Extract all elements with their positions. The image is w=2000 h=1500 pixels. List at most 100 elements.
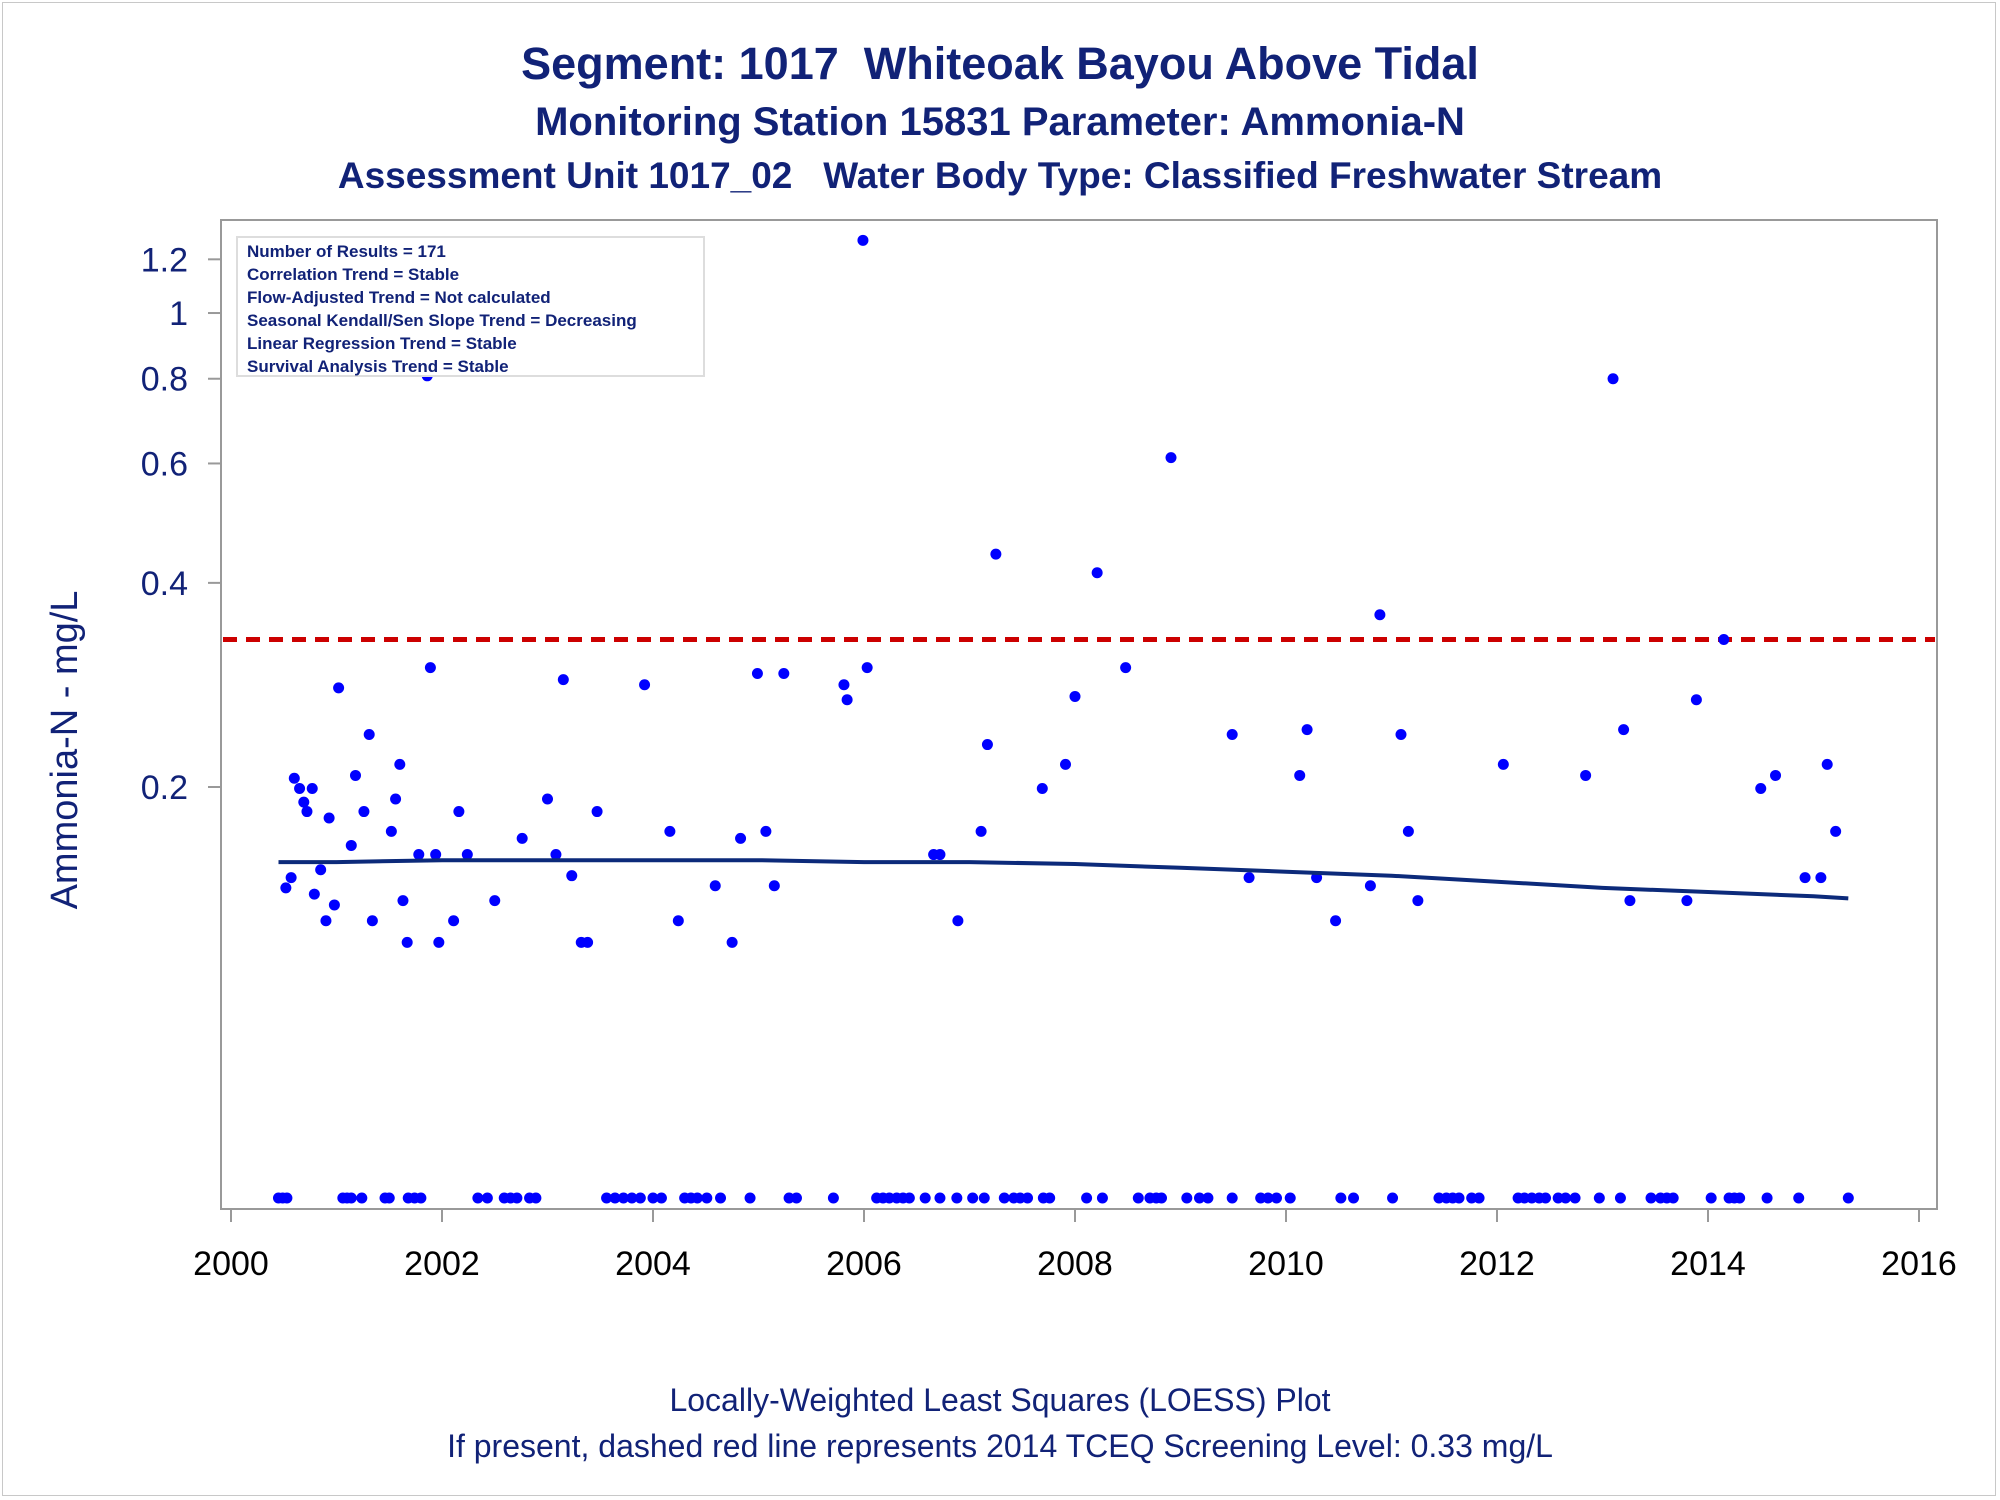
y-tick-label: 0.4 xyxy=(141,565,188,603)
x-tick-label: 2000 xyxy=(193,1245,269,1283)
x-axis: 2000 2002 2004 2006 2008 2010 2012 2014 2016 xyxy=(193,1209,1957,1283)
data-point xyxy=(1060,758,1072,770)
data-point-below-limit xyxy=(1262,1192,1274,1204)
data-point xyxy=(349,769,361,781)
data-point xyxy=(1091,567,1103,579)
data-point-below-limit xyxy=(1348,1192,1360,1204)
data-point xyxy=(1069,690,1081,702)
data-point-below-limit xyxy=(1645,1192,1657,1204)
data-point-below-limit xyxy=(827,1192,839,1204)
stat-flow-adjusted-trend: Flow-Adjusted Trend = Not calculated xyxy=(247,288,551,307)
data-point-below-limit xyxy=(481,1192,493,1204)
x-tick-label: 2016 xyxy=(1881,1245,1957,1283)
data-point xyxy=(975,825,987,837)
data-point xyxy=(861,662,873,674)
data-point xyxy=(328,899,340,911)
data-point xyxy=(1755,782,1767,794)
data-point xyxy=(1036,782,1048,794)
data-point-below-limit xyxy=(1193,1192,1205,1204)
data-point-below-limit xyxy=(1761,1192,1773,1204)
data-point-below-limit xyxy=(472,1192,484,1204)
data-point xyxy=(1580,769,1592,781)
x-tick-label: 2008 xyxy=(1037,1245,1113,1283)
data-point xyxy=(952,915,964,927)
data-point xyxy=(1830,825,1842,837)
data-point xyxy=(1799,872,1811,884)
data-point xyxy=(306,782,318,794)
data-point xyxy=(582,936,594,948)
data-point xyxy=(516,832,528,844)
data-point xyxy=(401,936,413,948)
data-point-below-limit xyxy=(1271,1192,1283,1204)
data-point xyxy=(394,758,406,770)
data-point xyxy=(1681,895,1693,907)
data-point xyxy=(413,849,425,861)
stat-number-of-results: Number of Results = 171 xyxy=(247,242,446,261)
data-point xyxy=(1412,895,1424,907)
y-tick-label: 0.6 xyxy=(141,445,188,483)
data-point-below-limit xyxy=(744,1192,756,1204)
data-point-below-limit xyxy=(790,1192,802,1204)
x-tick-label: 2002 xyxy=(404,1245,480,1283)
data-point-below-limit xyxy=(345,1192,357,1204)
data-point xyxy=(315,864,327,876)
data-point xyxy=(1226,729,1238,741)
data-point xyxy=(1301,724,1313,736)
data-point xyxy=(841,694,853,706)
data-point xyxy=(990,548,1002,560)
data-point-below-limit xyxy=(1202,1192,1214,1204)
x-tick-label: 2006 xyxy=(826,1245,902,1283)
data-point-below-limit xyxy=(655,1192,667,1204)
data-point xyxy=(760,825,772,837)
data-point-below-limit xyxy=(1044,1192,1056,1204)
data-point xyxy=(1618,724,1630,736)
data-point-below-limit xyxy=(951,1192,963,1204)
data-point xyxy=(301,806,313,818)
chart-subtitle-assessment: Assessment Unit 1017_02 Water Body Type:… xyxy=(337,155,1663,196)
data-point xyxy=(1374,609,1386,621)
stat-survival-analysis-trend: Survival Analysis Trend = Stable xyxy=(247,357,509,376)
data-point-below-limit xyxy=(701,1192,713,1204)
data-point xyxy=(1402,825,1414,837)
data-point xyxy=(333,682,345,694)
data-point xyxy=(981,739,993,751)
data-point-below-limit xyxy=(383,1192,395,1204)
data-point xyxy=(1690,694,1702,706)
data-point xyxy=(461,849,473,861)
data-point-below-limit xyxy=(626,1192,638,1204)
y-tick-label: 1.2 xyxy=(141,241,188,279)
data-point-below-limit xyxy=(1793,1192,1805,1204)
data-point xyxy=(294,782,306,794)
data-point xyxy=(366,915,378,927)
data-point xyxy=(639,679,651,691)
x-tick-label: 2012 xyxy=(1459,1245,1535,1283)
data-point-below-limit xyxy=(998,1192,1010,1204)
data-points xyxy=(272,234,1854,1204)
data-point xyxy=(566,870,578,882)
data-point-below-limit xyxy=(1734,1192,1746,1204)
data-point xyxy=(672,915,684,927)
y-axis-label: Ammonia-N - mg/L xyxy=(44,591,86,910)
stat-seasonal-kendall-trend: Seasonal Kendall/Sen Slope Trend = Decre… xyxy=(247,311,637,330)
loess-line xyxy=(278,858,1849,901)
data-point-below-limit xyxy=(281,1192,293,1204)
data-point xyxy=(288,772,300,784)
stat-linear-regression-trend: Linear Regression Trend = Stable xyxy=(247,334,517,353)
data-point xyxy=(778,668,790,680)
data-point xyxy=(430,849,442,861)
data-point-below-limit xyxy=(691,1192,703,1204)
data-point-below-limit xyxy=(609,1192,621,1204)
data-point-below-limit xyxy=(634,1192,646,1204)
data-point-below-limit xyxy=(1453,1192,1465,1204)
data-point xyxy=(280,882,292,894)
data-point xyxy=(934,849,946,861)
data-point-below-limit xyxy=(903,1192,915,1204)
data-point xyxy=(1607,373,1619,385)
data-point xyxy=(1120,662,1132,674)
data-point-below-limit xyxy=(1335,1192,1347,1204)
data-point xyxy=(591,806,603,818)
data-point-below-limit xyxy=(1096,1192,1108,1204)
data-point xyxy=(298,796,310,808)
data-point-below-limit xyxy=(511,1192,523,1204)
